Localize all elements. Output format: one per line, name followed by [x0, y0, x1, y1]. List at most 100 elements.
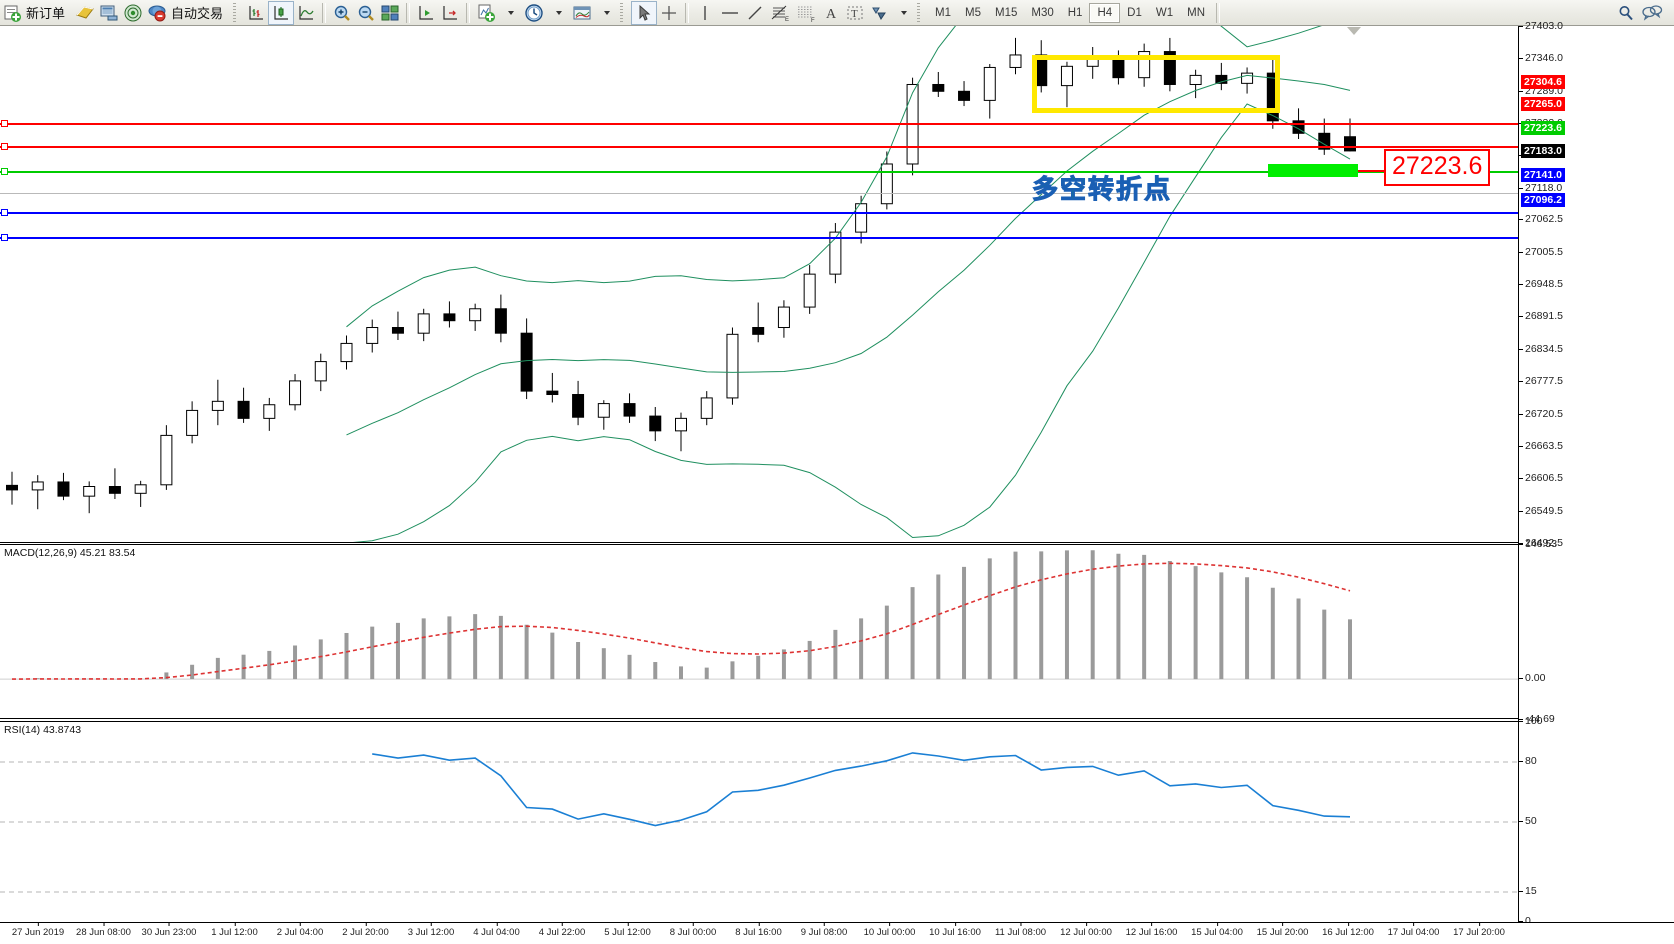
candlestick [880, 151, 893, 210]
candlestick [494, 294, 507, 343]
time-axis-tick: 30 Jun 23:00 [141, 922, 197, 938]
time-axis[interactable]: 27 Jun 2019 28 Jun 08:00 30 Jun 23:00 1 Jul… [0, 922, 1674, 944]
vertical-line-icon[interactable] [693, 1, 717, 25]
indicators-icon[interactable] [570, 1, 594, 25]
fibonacci-fan-icon[interactable]: F [793, 1, 819, 25]
candlestick [597, 400, 610, 430]
candlestick [1060, 61, 1073, 108]
price-axis[interactable]: 27403.027346.027289.027232.027175.027118… [1518, 20, 1674, 927]
level-handle-27223[interactable] [1, 167, 8, 175]
toolbar-grip[interactable] [233, 2, 240, 23]
price-chart-svg [6, 26, 1356, 542]
shapes-dropdown-caret[interactable] [891, 1, 915, 25]
price-level-tag[interactable]: 27304.6 [1521, 74, 1565, 89]
toolbar-separator-3 [466, 2, 471, 23]
candlestick [958, 81, 971, 107]
profiles-icon[interactable] [73, 1, 97, 25]
market-watch-icon[interactable] [97, 1, 121, 25]
candlestick [572, 380, 585, 426]
text-box-icon[interactable]: T [843, 1, 867, 25]
price-axis-tick: 26606.5 [1519, 472, 1563, 485]
price-axis-tick: 26549.5 [1519, 504, 1563, 517]
timeframe-w1[interactable]: W1 [1155, 6, 1174, 19]
trendline-icon[interactable] [743, 1, 767, 25]
timeframe-m5[interactable]: M5 [965, 6, 981, 19]
chart-scroll-marker[interactable] [1347, 27, 1361, 35]
zoom-in-icon[interactable] [330, 1, 354, 25]
price-level-tag[interactable]: 27223.6 [1521, 120, 1565, 135]
price-axis-tick: 27346.0 [1519, 52, 1563, 65]
price-callout-label[interactable]: 27223.6 [1384, 149, 1491, 186]
time-axis-tick: 28 Jun 08:00 [76, 922, 131, 938]
candlestick [1215, 62, 1228, 91]
fibonacci-icon[interactable]: E [767, 1, 793, 25]
navigator-icon[interactable] [121, 1, 145, 25]
timeframe-h4[interactable]: H4 [1089, 2, 1121, 23]
level-handle-27265[interactable] [1, 142, 8, 150]
shift-end-icon[interactable] [414, 1, 438, 25]
autotrade-label: 自动交易 [171, 7, 224, 22]
macd-pane[interactable]: MACD(12,26,9) 45.21 83.54 [0, 544, 1518, 719]
macd-axis-tick: 0.00 [1518, 672, 1546, 685]
level-handle-27304[interactable] [1, 119, 8, 127]
price-level-tag[interactable]: 27183.0 [1521, 143, 1565, 158]
breakdown-zone-marker[interactable] [1268, 164, 1358, 177]
chat-icon[interactable] [1638, 1, 1666, 25]
candlestick [1163, 37, 1176, 92]
auto-scroll-icon[interactable] [438, 1, 462, 25]
price-axis-tick: 27118.0 [1518, 181, 1563, 194]
price-pane[interactable]: 多空转折点 27223.6 [0, 26, 1518, 543]
price-axis-tick: 27005.5 [1519, 245, 1563, 258]
text-label-icon[interactable]: A [819, 1, 843, 25]
zoom-out-icon[interactable] [354, 1, 378, 25]
price-level-tag[interactable]: 27141.0 [1521, 167, 1565, 182]
bar-chart-icon[interactable] [244, 1, 268, 25]
autotrade-icon[interactable] [145, 1, 169, 25]
rsi-axis-tick: 50 [1519, 815, 1537, 827]
candlestick [6, 471, 18, 505]
candlestick-chart-icon[interactable] [268, 0, 295, 25]
horizontal-line-icon[interactable] [717, 1, 743, 25]
level-line-27223[interactable] [0, 171, 1518, 173]
level-line-27096[interactable] [0, 237, 1518, 239]
timeframe-h1[interactable]: H1 [1067, 6, 1083, 19]
timeframe-m1[interactable]: M1 [935, 6, 952, 19]
time-axis-tick: 4 Jul 04:00 [473, 922, 520, 938]
time-axis-tick: 10 Jul 00:00 [863, 922, 916, 938]
timeframe-mn[interactable]: MN [1187, 6, 1205, 19]
shapes-icon[interactable] [867, 1, 891, 25]
candlestick [160, 425, 173, 490]
timeframe-m15[interactable]: M15 [995, 6, 1018, 19]
turning-point-annotation[interactable]: 多空转折点 [1031, 175, 1173, 206]
tile-windows-icon[interactable] [378, 1, 402, 25]
toolbar-grip-3[interactable] [917, 2, 924, 23]
line-chart-icon[interactable] [294, 1, 318, 25]
price-level-tag[interactable]: 27265.0 [1521, 97, 1565, 112]
chart-area[interactable]: 多空转折点 27223.6 MACD(12,26,9) 45.21 83.54 … [0, 20, 1674, 944]
price-level-tag[interactable]: 27096.2 [1521, 193, 1565, 208]
candlestick [263, 397, 276, 431]
new-chart-icon[interactable] [474, 1, 498, 25]
rsi-axis-tick: 80 [1519, 755, 1537, 767]
new-order-button[interactable] [0, 1, 24, 25]
crosshair-icon[interactable] [657, 1, 681, 25]
timeframe-d1[interactable]: D1 [1127, 6, 1142, 19]
level-handle-27141[interactable] [1, 208, 8, 216]
timeframe-m30[interactable]: M30 [1031, 6, 1054, 19]
time-axis-tick: 5 Jul 12:00 [604, 922, 651, 938]
period-icon[interactable] [522, 1, 546, 25]
period-dropdown-caret[interactable] [546, 1, 570, 25]
search-icon[interactable] [1614, 1, 1638, 25]
cursor-icon[interactable] [631, 0, 658, 25]
level-handle-27096[interactable] [1, 233, 8, 241]
consolidation-highlight-box[interactable] [1032, 55, 1280, 113]
level-line-27141[interactable] [0, 212, 1518, 214]
level-line-27304[interactable] [0, 123, 1518, 125]
candlestick [186, 401, 199, 444]
macd-axis-tick: -44.69 [1519, 713, 1555, 725]
rsi-pane[interactable]: RSI(14) 43.8743 [0, 721, 1518, 922]
indicators-dropdown-caret[interactable] [594, 1, 618, 25]
toolbar-grip-2[interactable] [620, 2, 627, 23]
new-chart-dropdown-caret[interactable] [498, 1, 522, 25]
level-line-27265[interactable] [0, 146, 1518, 148]
